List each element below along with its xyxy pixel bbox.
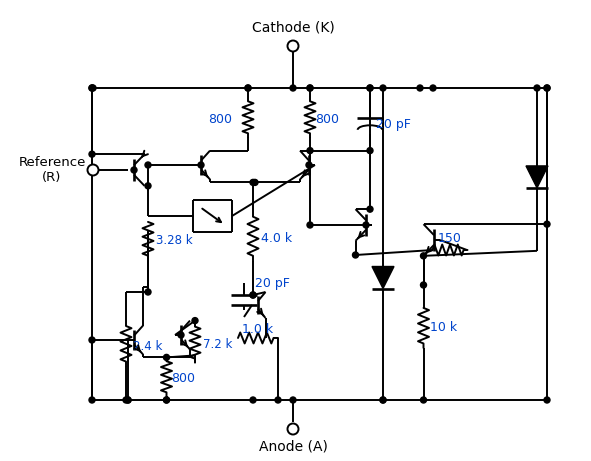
Circle shape — [421, 282, 427, 288]
Circle shape — [275, 397, 281, 403]
Circle shape — [534, 85, 540, 91]
Text: Anode (A): Anode (A) — [259, 439, 327, 453]
Circle shape — [290, 85, 296, 91]
Circle shape — [380, 85, 386, 91]
Circle shape — [125, 397, 131, 403]
Circle shape — [245, 85, 251, 91]
Circle shape — [90, 85, 96, 91]
Polygon shape — [372, 266, 394, 289]
Text: 800: 800 — [171, 372, 196, 385]
Text: 10 k: 10 k — [430, 321, 457, 334]
Circle shape — [250, 292, 256, 298]
Circle shape — [145, 289, 151, 295]
Circle shape — [544, 85, 550, 91]
Circle shape — [178, 332, 184, 338]
Text: 800: 800 — [208, 113, 232, 126]
Text: (R): (R) — [43, 171, 61, 183]
Circle shape — [421, 397, 427, 403]
Text: 20 pF: 20 pF — [376, 118, 411, 131]
Circle shape — [421, 253, 427, 259]
Text: 7.2 k: 7.2 k — [203, 338, 232, 351]
Circle shape — [250, 292, 256, 298]
Text: 150: 150 — [438, 231, 462, 244]
Circle shape — [198, 162, 204, 168]
Circle shape — [125, 397, 131, 403]
Text: 2.4 k: 2.4 k — [133, 339, 163, 353]
Circle shape — [544, 221, 550, 227]
Circle shape — [287, 41, 298, 52]
Circle shape — [245, 85, 251, 91]
Text: Cathode (K): Cathode (K) — [252, 21, 335, 35]
Circle shape — [307, 85, 313, 91]
Circle shape — [145, 162, 151, 168]
Circle shape — [367, 148, 373, 154]
Circle shape — [89, 151, 95, 157]
Circle shape — [123, 397, 129, 403]
Circle shape — [544, 85, 550, 91]
Circle shape — [89, 397, 95, 403]
Text: 4.0 k: 4.0 k — [261, 232, 292, 245]
Text: 3.28 k: 3.28 k — [156, 235, 193, 248]
Circle shape — [252, 179, 258, 185]
Circle shape — [290, 397, 296, 403]
Circle shape — [89, 85, 95, 91]
Circle shape — [544, 397, 550, 403]
Text: 1.0 k: 1.0 k — [242, 324, 274, 337]
Circle shape — [380, 397, 386, 403]
Circle shape — [89, 337, 95, 343]
Circle shape — [250, 397, 256, 403]
Circle shape — [380, 397, 386, 403]
Text: 20 pF: 20 pF — [255, 277, 290, 290]
Circle shape — [192, 318, 198, 324]
Circle shape — [131, 167, 137, 173]
Circle shape — [164, 355, 170, 361]
Circle shape — [306, 162, 312, 168]
Circle shape — [307, 222, 313, 228]
Polygon shape — [526, 166, 548, 188]
Circle shape — [367, 85, 373, 91]
Circle shape — [164, 397, 170, 403]
Text: 800: 800 — [315, 113, 339, 126]
Circle shape — [287, 424, 298, 435]
Circle shape — [363, 222, 369, 228]
Text: Reference: Reference — [18, 155, 86, 169]
Circle shape — [145, 183, 151, 189]
Circle shape — [164, 397, 170, 403]
Circle shape — [430, 85, 436, 91]
Circle shape — [307, 148, 313, 154]
Circle shape — [307, 85, 313, 91]
Circle shape — [352, 252, 359, 258]
Circle shape — [417, 85, 423, 91]
Circle shape — [367, 206, 373, 212]
Circle shape — [89, 85, 95, 91]
Circle shape — [87, 165, 99, 176]
Circle shape — [367, 85, 373, 91]
Circle shape — [250, 179, 256, 185]
